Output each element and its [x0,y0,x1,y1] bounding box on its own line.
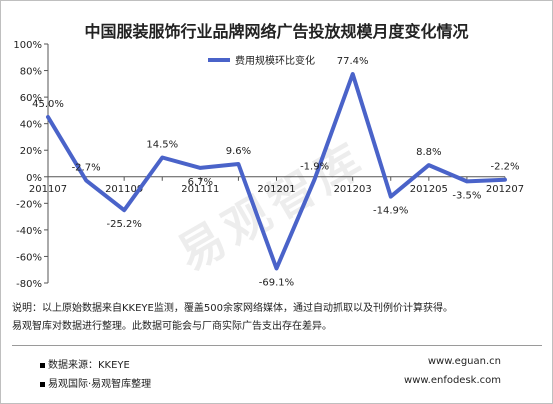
y-tick-label: -60% [16,252,42,263]
data-label: -2.7% [72,162,101,173]
data-label: -3.5% [452,190,481,201]
website-link-eguan[interactable]: www.eguan.cn [427,356,501,367]
data-label: -1.9% [300,161,329,172]
data-label: -2.2% [490,162,519,173]
data-label: 6.7% [188,177,213,188]
organizer-text: 易观国际·易观智库整理 [48,379,152,390]
y-tick-label: 80% [20,67,42,78]
line-chart: 易观智库100%80%60%40%20%0%-20%-40%-60%-80%20… [13,40,524,290]
data-label: -25.2% [106,219,141,230]
data-label: -69.1% [259,278,294,289]
note-line-1: 说明：以上原始数据来自KKEYE监测，覆盖500余家网络媒体，通过自动抓取以及刊… [12,303,453,314]
series-line [46,72,507,271]
notes: 说明：以上原始数据来自KKEYE监测，覆盖500余家网络媒体，通过自动抓取以及刊… [12,300,542,336]
data-label: 45.0% [32,99,64,110]
bullet-square-icon [40,362,45,368]
x-tick-label: 201201 [257,184,295,195]
data-label: 9.6% [226,146,251,157]
x-tick-label: 201109 [105,184,143,195]
data-label: 8.8% [416,147,441,158]
data-label: 14.5% [146,140,178,151]
y-tick-label: 100% [13,40,42,51]
website-link-enfodesk[interactable]: www.enfodesk.com [404,375,501,386]
x-tick-label: 201207 [486,184,524,195]
data-source: 数据来源：KKEYE [40,356,130,371]
y-tick-label: 20% [20,146,42,157]
data-label: -14.9% [373,206,408,217]
x-tick-label: 201107 [29,184,67,195]
note-line-2: 易观智库对数据进行整理。此数据可能会与厂商实际广告支出存在差异。 [12,321,332,332]
data-label: 77.4% [337,56,369,67]
data-source-text: 数据来源：KKEYE [48,360,130,371]
x-tick-label: 201203 [334,184,372,195]
y-tick-label: 60% [20,93,42,104]
y-tick-label: -40% [16,226,42,237]
bullet-square-icon [40,381,45,387]
chart-title: 中国服装服饰行业品牌网络广告投放规模月度变化情况 [84,22,469,41]
organizer: 易观国际·易观智库整理 [40,375,151,390]
legend-label: 费用规模环比变化 [235,54,315,67]
y-tick-label: -80% [16,279,42,290]
y-tick-label: 0% [26,173,42,184]
x-tick-label: 201111 [181,184,219,195]
footer-divider [12,345,542,346]
y-tick-label: 40% [20,120,42,131]
x-tick-label: 201205 [410,184,448,195]
y-tick-label: -20% [16,199,42,210]
